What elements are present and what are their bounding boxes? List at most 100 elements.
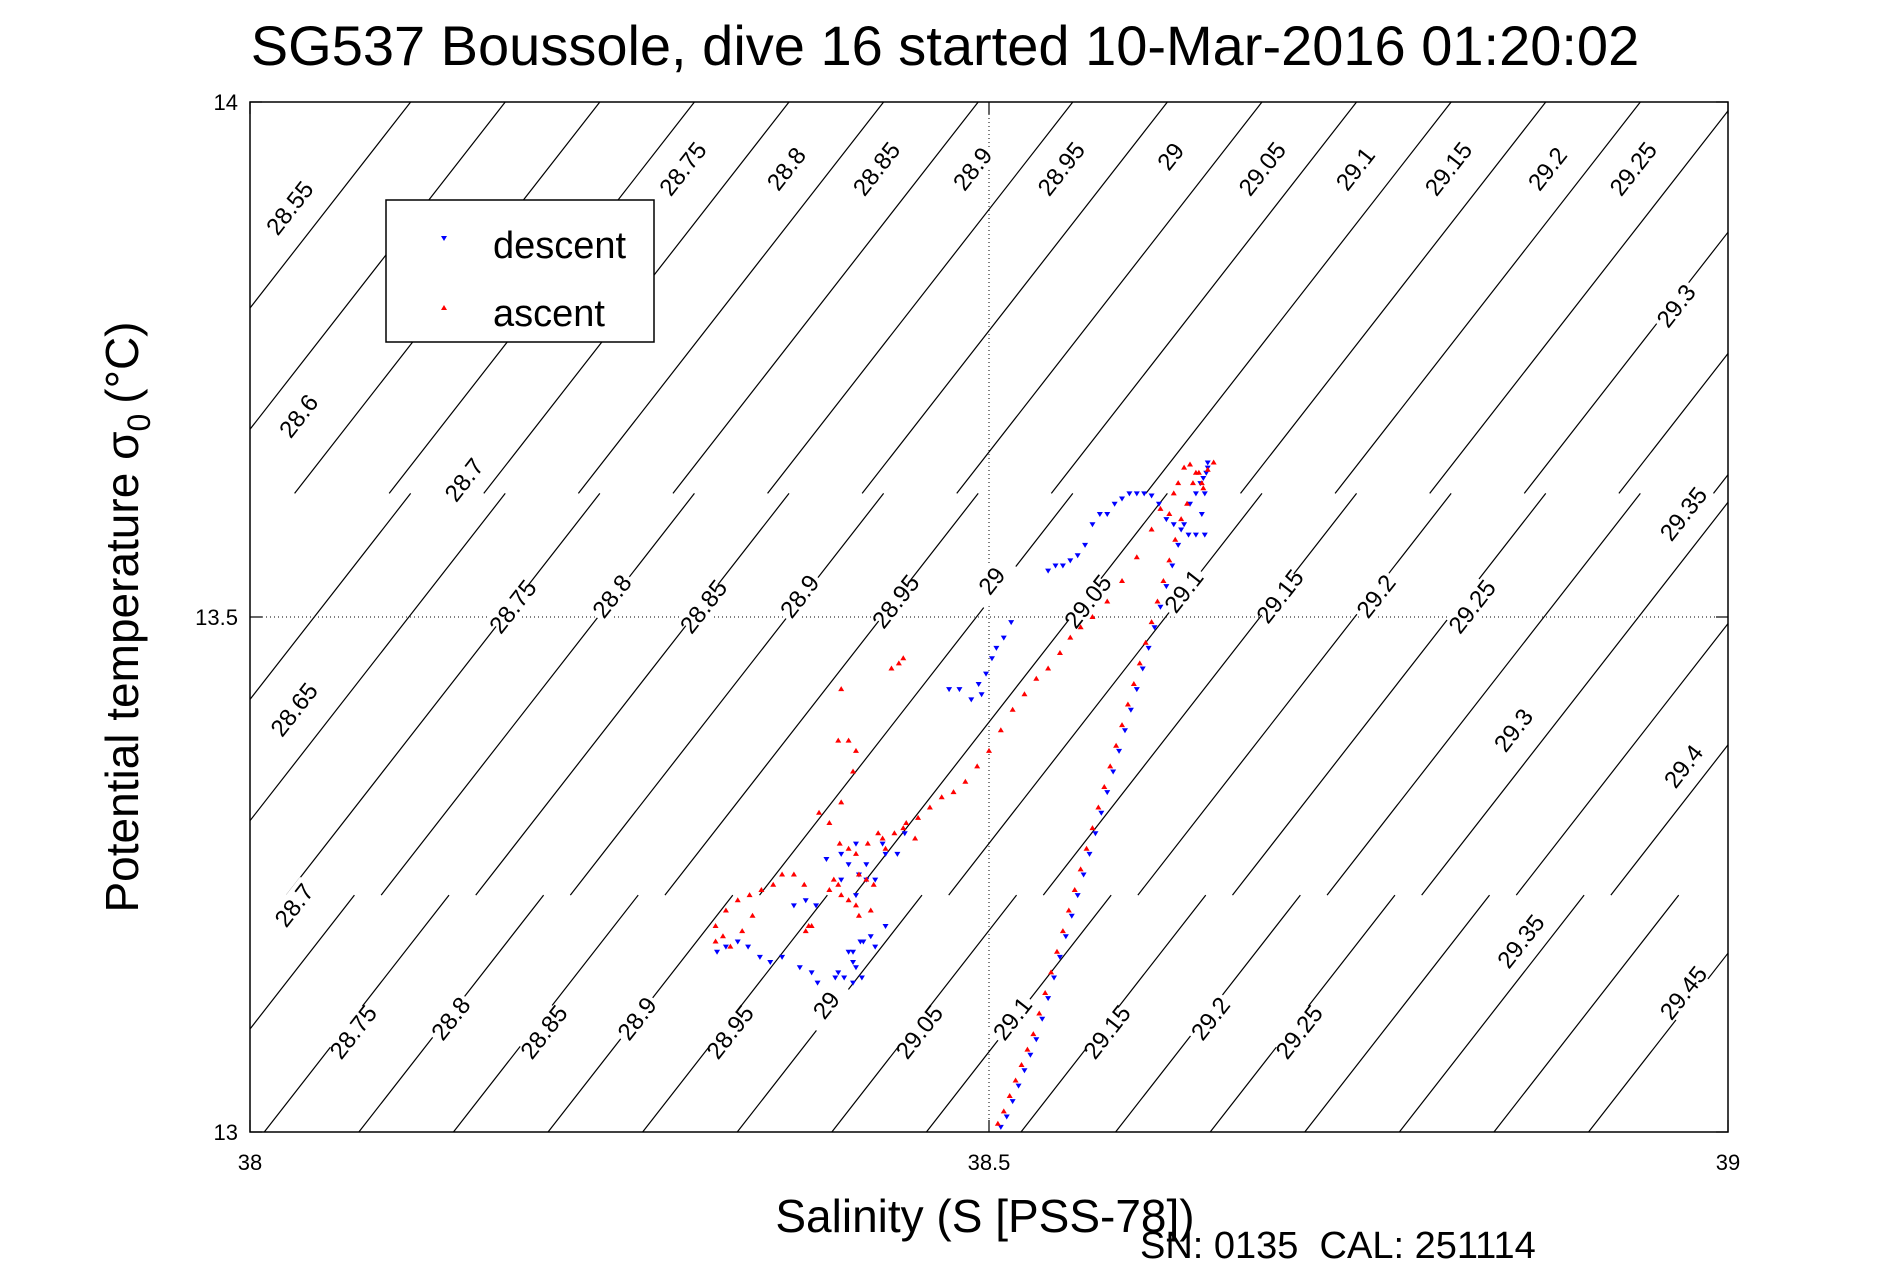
contour-line-1-12 [1232,493,1547,896]
legend-ascent-label: ascent [493,293,605,335]
descent-point-99 [722,944,729,950]
descent-point-66 [993,645,1000,651]
descent-point-68 [1008,620,1015,626]
ascent-point-56 [1021,691,1028,697]
descent-point-9 [1051,975,1058,981]
ascent-point-83 [864,840,871,846]
contour-line-2-14 [1493,894,1680,1133]
contour-line-1-9 [948,493,1263,896]
descent-point-27 [1157,604,1164,610]
ascent-point-101 [805,923,812,928]
contour-label-bg-middle-7 [869,573,923,631]
ascent-point-84 [875,830,882,836]
descent-point-44 [1178,527,1185,533]
contour-label-bottom-3: 28.85 [515,1000,573,1064]
contour-label-bg-top-12 [1650,277,1703,335]
descent-point-19 [1110,769,1117,775]
contour-label-bg-middle-6 [773,567,827,625]
descent-point-106 [808,970,815,976]
ascent-point-47 [1133,554,1140,560]
descent-point-57 [1082,542,1089,548]
contour-label-bottom-13: 29.45 [1655,961,1713,1025]
ascent-point-4 [1018,1062,1025,1068]
contour-label-bg-top-10 [1521,140,1574,198]
ascent-point-73 [845,737,852,743]
descent-point-101 [745,944,752,950]
ascent-point-92 [835,881,842,887]
descent-point-49 [1141,491,1148,497]
descent-point-48 [1148,493,1155,499]
ascent-point-93 [867,907,874,913]
contour-line-0-11 [1145,101,1452,494]
contour-label-bottom-1: 28.75 [325,1000,383,1064]
descent-point-108 [832,975,839,981]
descent-point-18 [1104,790,1111,796]
descent-point-56 [1089,522,1096,528]
contour-label-bg-bottom-8 [986,990,1039,1048]
descent-point-16 [1092,831,1099,837]
ascent-point-12 [1065,907,1072,913]
contour-label-bg-top-9 [1422,140,1475,198]
descent-point-10 [1056,954,1063,960]
descent-point-64 [983,671,990,677]
descent-point-8 [1045,996,1052,1002]
contour-line-0-5 [577,101,885,494]
descent-point-22 [1127,707,1134,713]
ascent-point-35 [1200,485,1207,491]
ascent-point-20 [1113,742,1120,748]
y-tick-label-1: 13.5 [195,605,238,630]
contour-line-1-16 [1610,744,1729,896]
ascent-point-30 [1172,536,1179,542]
descent-point-41 [1201,532,1208,538]
descent-point-21 [1121,728,1128,734]
descent-point-79 [852,893,859,899]
ascent-point-97 [845,897,852,903]
descent-point-13 [1074,893,1081,899]
descent-point-84 [852,841,859,847]
contour-label-bg-bottom-6 [800,976,853,1034]
contour-label-bg-top-11 [1607,140,1660,198]
ascent-point-68 [879,835,886,841]
contour-label-top-3: 28.85 [848,137,906,201]
ascent-point-81 [845,845,852,851]
ascent-point-3 [1012,1077,1019,1083]
descent-point-85 [838,851,845,857]
descent-point-76 [894,851,901,857]
y-axis-ticks: 13 13.5 14 [195,90,1728,1145]
contour-label-bg-middle-11 [1253,567,1307,625]
ascent-point-82 [852,850,859,856]
ascent-point-91 [830,876,837,882]
ascent-point-48 [1119,577,1126,583]
contour-line-0-7 [767,101,1074,494]
ascent-point-49 [1104,598,1111,604]
contour-label-top-7: 29.05 [1234,137,1292,201]
descent-point-0 [997,1124,1004,1130]
contour-line-0-0 [249,101,412,309]
descent-point-1 [1003,1114,1010,1120]
descent-point-17 [1098,810,1105,816]
descent-point-82 [838,877,845,883]
ascent-point-85 [882,845,889,851]
descent-point-62 [1045,568,1052,574]
contour-label-middle-3: 28.75 [484,575,542,639]
ascent-point-19 [1107,763,1114,769]
contour-label-top-11: 29.25 [1605,137,1663,201]
contour-label-bg-middle-16 [1657,737,1710,795]
x-axis-label: Salinity (S [PSS-78]) [775,1190,1194,1242]
ascent-point-28 [1160,577,1167,583]
contour-label-bg-bottom-9 [1080,1003,1134,1061]
ascent-point-44 [1210,459,1217,465]
ascent-point-8 [1042,989,1049,995]
contour-label-bg-middle-15 [1487,701,1540,759]
contour-label-middle-7: 28.95 [867,570,925,634]
ascent-point-36 [1166,511,1173,516]
ascent-point-67 [891,830,898,836]
descent-point-47 [1155,501,1162,507]
ascent-point-98 [852,902,859,908]
descent-point-70 [956,687,963,693]
descent-point-26 [1151,625,1158,631]
descent-point-109 [850,949,857,955]
descent-point-58 [1074,553,1081,559]
descent-point-73 [901,831,908,837]
descent-point-39 [1201,491,1208,497]
